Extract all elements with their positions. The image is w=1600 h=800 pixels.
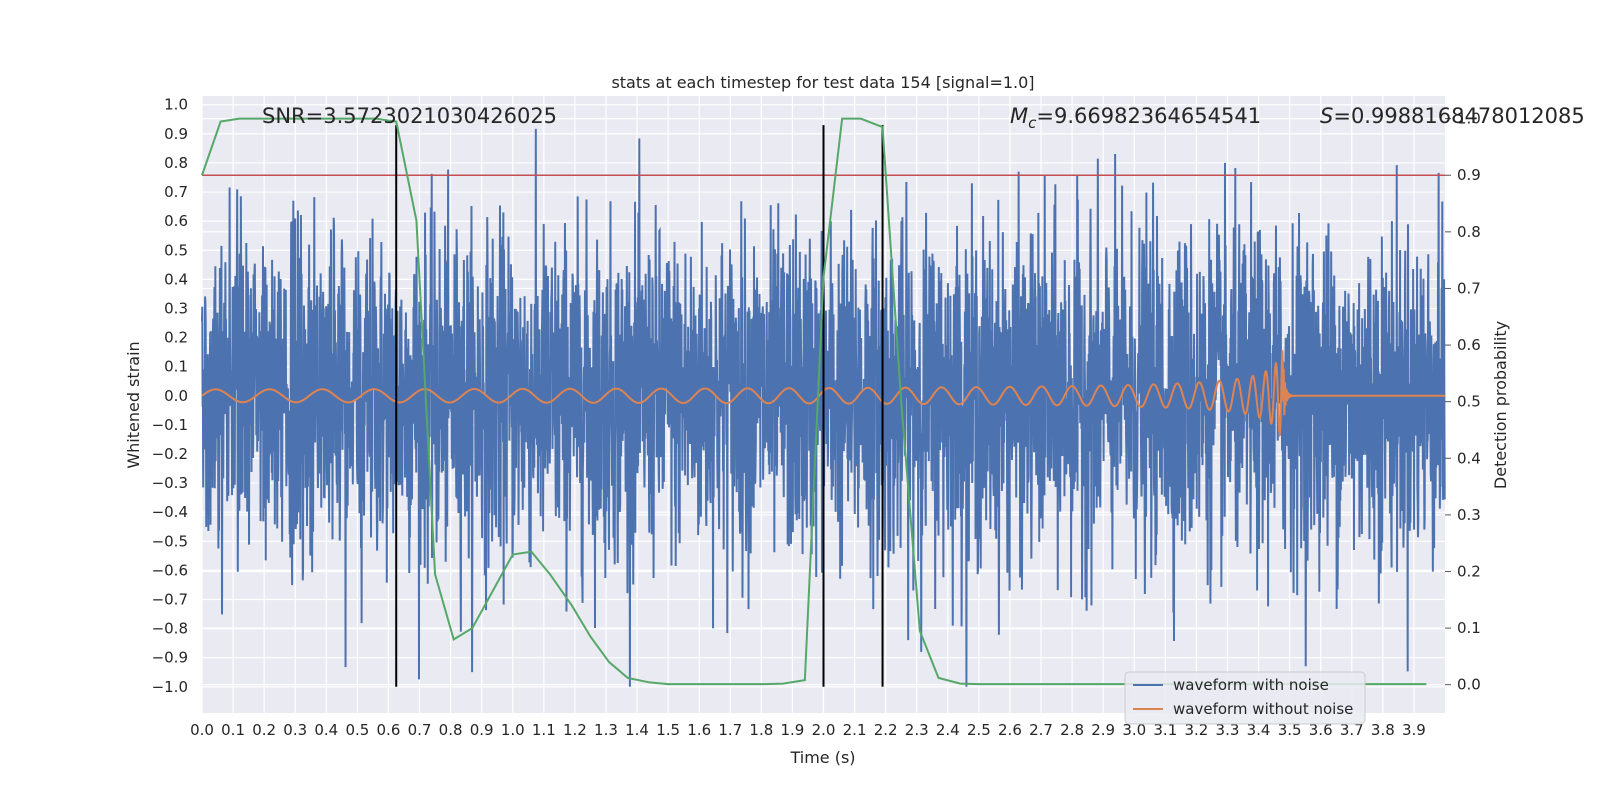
y-tick-label-left: 0.3 (164, 299, 188, 317)
y-tick-label-left: 0.0 (164, 387, 188, 405)
y-tick-label-right: 0.7 (1457, 279, 1481, 297)
x-tick-label: 2.3 (905, 721, 929, 739)
legend-label-clean: waveform without noise (1173, 700, 1353, 718)
y-tick-label-right: 0.6 (1457, 336, 1481, 354)
y-tick-label-right: 0.5 (1457, 393, 1481, 411)
x-tick-label: 3.0 (1122, 721, 1146, 739)
x-tick-label: 0.0 (190, 721, 214, 739)
right-axis-ticks: 1.0 0.9 0.8 0.7 0.6 0.5 0.4 0.3 0.2 0.1 0.0 (1445, 110, 1481, 694)
x-tick-label: 3.2 (1184, 721, 1208, 739)
x-tick-label: 3.4 (1247, 721, 1271, 739)
y-axis-label-right: Detection probability (1491, 321, 1510, 489)
chirp-mass-annotation: Mc=9.66982364654541 (1010, 104, 1261, 132)
x-tick-label: 2.2 (874, 721, 898, 739)
chirp-mass-symbol: M (1010, 104, 1028, 128)
x-tick-label: 0.4 (314, 721, 338, 739)
legend: waveform with noise waveform without noi… (1124, 671, 1366, 725)
y-tick-label-left: 1.0 (164, 96, 188, 114)
y-tick-label-left: 0.2 (164, 329, 188, 347)
x-tick-label: 1.3 (594, 721, 618, 739)
x-tick-label: 1.1 (532, 721, 556, 739)
x-tick-label: 0.1 (221, 721, 245, 739)
x-tick-label: 3.5 (1278, 721, 1302, 739)
x-tick-label: 2.8 (1060, 721, 1084, 739)
x-tick-label: 3.3 (1216, 721, 1240, 739)
x-tick-label: 2.7 (1029, 721, 1053, 739)
x-tick-label: 2.1 (843, 721, 867, 739)
x-tick-label: 0.6 (377, 721, 401, 739)
y-tick-label-left: 0.5 (164, 241, 188, 259)
x-tick-label: 0.9 (470, 721, 494, 739)
y-tick-label-left: −0.8 (152, 620, 188, 638)
chart-title: stats at each timestep for test data 154… (611, 73, 1034, 92)
y-tick-label-right: 0.8 (1457, 223, 1481, 241)
y-tick-label-right: 0.3 (1457, 506, 1481, 524)
legend-box (1124, 671, 1366, 725)
s-annotation: S=0.9988168478012085 (1320, 104, 1585, 128)
x-tick-label: 2.6 (998, 721, 1022, 739)
x-tick-label: 2.0 (812, 721, 836, 739)
y-tick-label-left: −0.5 (152, 532, 188, 550)
y-tick-label-left: 0.8 (164, 154, 188, 172)
x-tick-label: 1.9 (780, 721, 804, 739)
left-axis-ticks: 1.0 0.9 0.8 0.7 0.6 0.5 0.4 0.3 0.2 0.1 0.0 −0.1 −0.… (152, 96, 188, 696)
x-tick-label: 3.9 (1402, 721, 1426, 739)
x-tick-label: 2.9 (1091, 721, 1115, 739)
y-tick-label-right: 1.0 (1457, 110, 1481, 128)
y-tick-label-left: −0.6 (152, 561, 188, 579)
x-tick-label: 1.8 (749, 721, 773, 739)
y-tick-label-left: −0.7 (152, 590, 188, 608)
x-tick-label: 2.5 (967, 721, 991, 739)
chirp-mass-subscript: c (1028, 114, 1037, 132)
x-tick-label: 3.8 (1371, 721, 1395, 739)
y-tick-label-left: 0.4 (164, 270, 188, 288)
y-axis-label-left: Whitened strain (124, 341, 143, 468)
x-tick-label: 1.4 (625, 721, 649, 739)
x-tick-label: 0.2 (252, 721, 276, 739)
y-tick-label-left: 0.6 (164, 212, 188, 230)
y-tick-label-left: −0.9 (152, 649, 188, 667)
x-tick-label: 1.6 (687, 721, 711, 739)
y-tick-label-right: 0.4 (1457, 449, 1481, 467)
chirp-mass-value: =9.66982364654541 (1036, 104, 1261, 128)
x-axis-ticks: 0.0 0.1 0.2 0.3 0.4 0.5 0.6 0.7 0.8 0.9 1.0 1.1 1.2 1… (190, 721, 1426, 739)
y-tick-label-right: 0.2 (1457, 562, 1481, 580)
x-tick-label: 3.7 (1340, 721, 1364, 739)
y-tick-label-left: 0.7 (164, 183, 188, 201)
x-tick-label: 0.3 (283, 721, 307, 739)
y-tick-label-left: 0.9 (164, 125, 188, 143)
y-tick-label-left: −0.3 (152, 474, 188, 492)
snr-annotation: SNR=3.5723021030426025 (262, 104, 557, 128)
x-tick-label: 1.0 (501, 721, 525, 739)
x-tick-label: 3.1 (1153, 721, 1177, 739)
x-tick-label: 0.7 (408, 721, 432, 739)
y-tick-label-left: −1.0 (152, 678, 188, 696)
legend-label-noise: waveform with noise (1173, 676, 1329, 694)
y-tick-label-left: −0.2 (152, 445, 188, 463)
x-tick-label: 1.2 (563, 721, 587, 739)
y-tick-label-left: 0.1 (164, 358, 188, 376)
y-tick-label-right: 0.1 (1457, 619, 1481, 637)
vertical-markers (395, 125, 884, 687)
x-tick-label: 0.5 (345, 721, 369, 739)
y-tick-label-right: 0.9 (1457, 166, 1481, 184)
x-tick-label: 2.4 (936, 721, 960, 739)
x-tick-label: 1.7 (718, 721, 742, 739)
s-symbol: S (1320, 104, 1333, 128)
x-tick-label: 0.8 (439, 721, 463, 739)
x-axis-label: Time (s) (789, 748, 855, 767)
y-tick-label-right: 0.0 (1457, 676, 1481, 694)
x-tick-label: 1.5 (656, 721, 680, 739)
s-value: =0.9988168478012085 (1333, 104, 1584, 128)
x-tick-label: 3.6 (1309, 721, 1333, 739)
y-tick-label-left: −0.4 (152, 503, 188, 521)
y-tick-label-left: −0.1 (152, 416, 188, 434)
